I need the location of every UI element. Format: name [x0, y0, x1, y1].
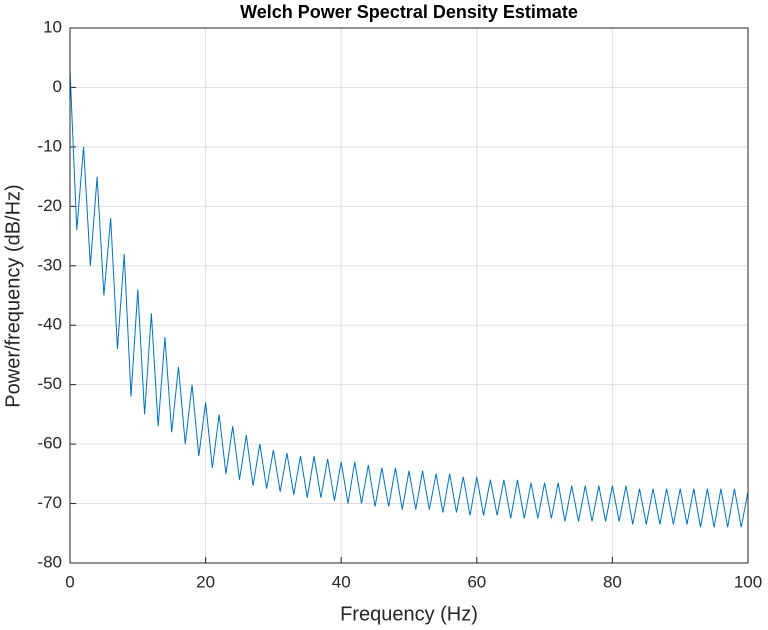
- x-tick-label: 0: [65, 572, 74, 591]
- y-tick-label: 10: [43, 17, 62, 36]
- chart-title: Welch Power Spectral Density Estimate: [240, 2, 578, 22]
- data-line: [69, 69, 749, 528]
- x-tick-label: 100: [734, 572, 762, 591]
- y-tick-label: -70: [37, 493, 62, 512]
- y-tick-label: -30: [37, 255, 62, 274]
- y-tick-label: -60: [37, 434, 62, 453]
- plot-area: [70, 28, 748, 563]
- y-tick-label: 0: [53, 77, 62, 96]
- axes-box: [69, 27, 749, 564]
- x-tick-label: 40: [332, 572, 351, 591]
- y-tick-label: -40: [37, 315, 62, 334]
- x-axis-label: Frequency (Hz): [340, 603, 478, 625]
- y-axis-label: Power/frequency (dB/Hz): [2, 184, 24, 407]
- y-tick-label: -10: [37, 136, 62, 155]
- x-tick-label: 80: [603, 572, 622, 591]
- y-tick-label: -20: [37, 196, 62, 215]
- x-tick-label: 60: [467, 572, 486, 591]
- x-tick-label: 20: [196, 572, 215, 591]
- y-tick-label: -50: [37, 374, 62, 393]
- y-tick-label: -80: [37, 552, 62, 571]
